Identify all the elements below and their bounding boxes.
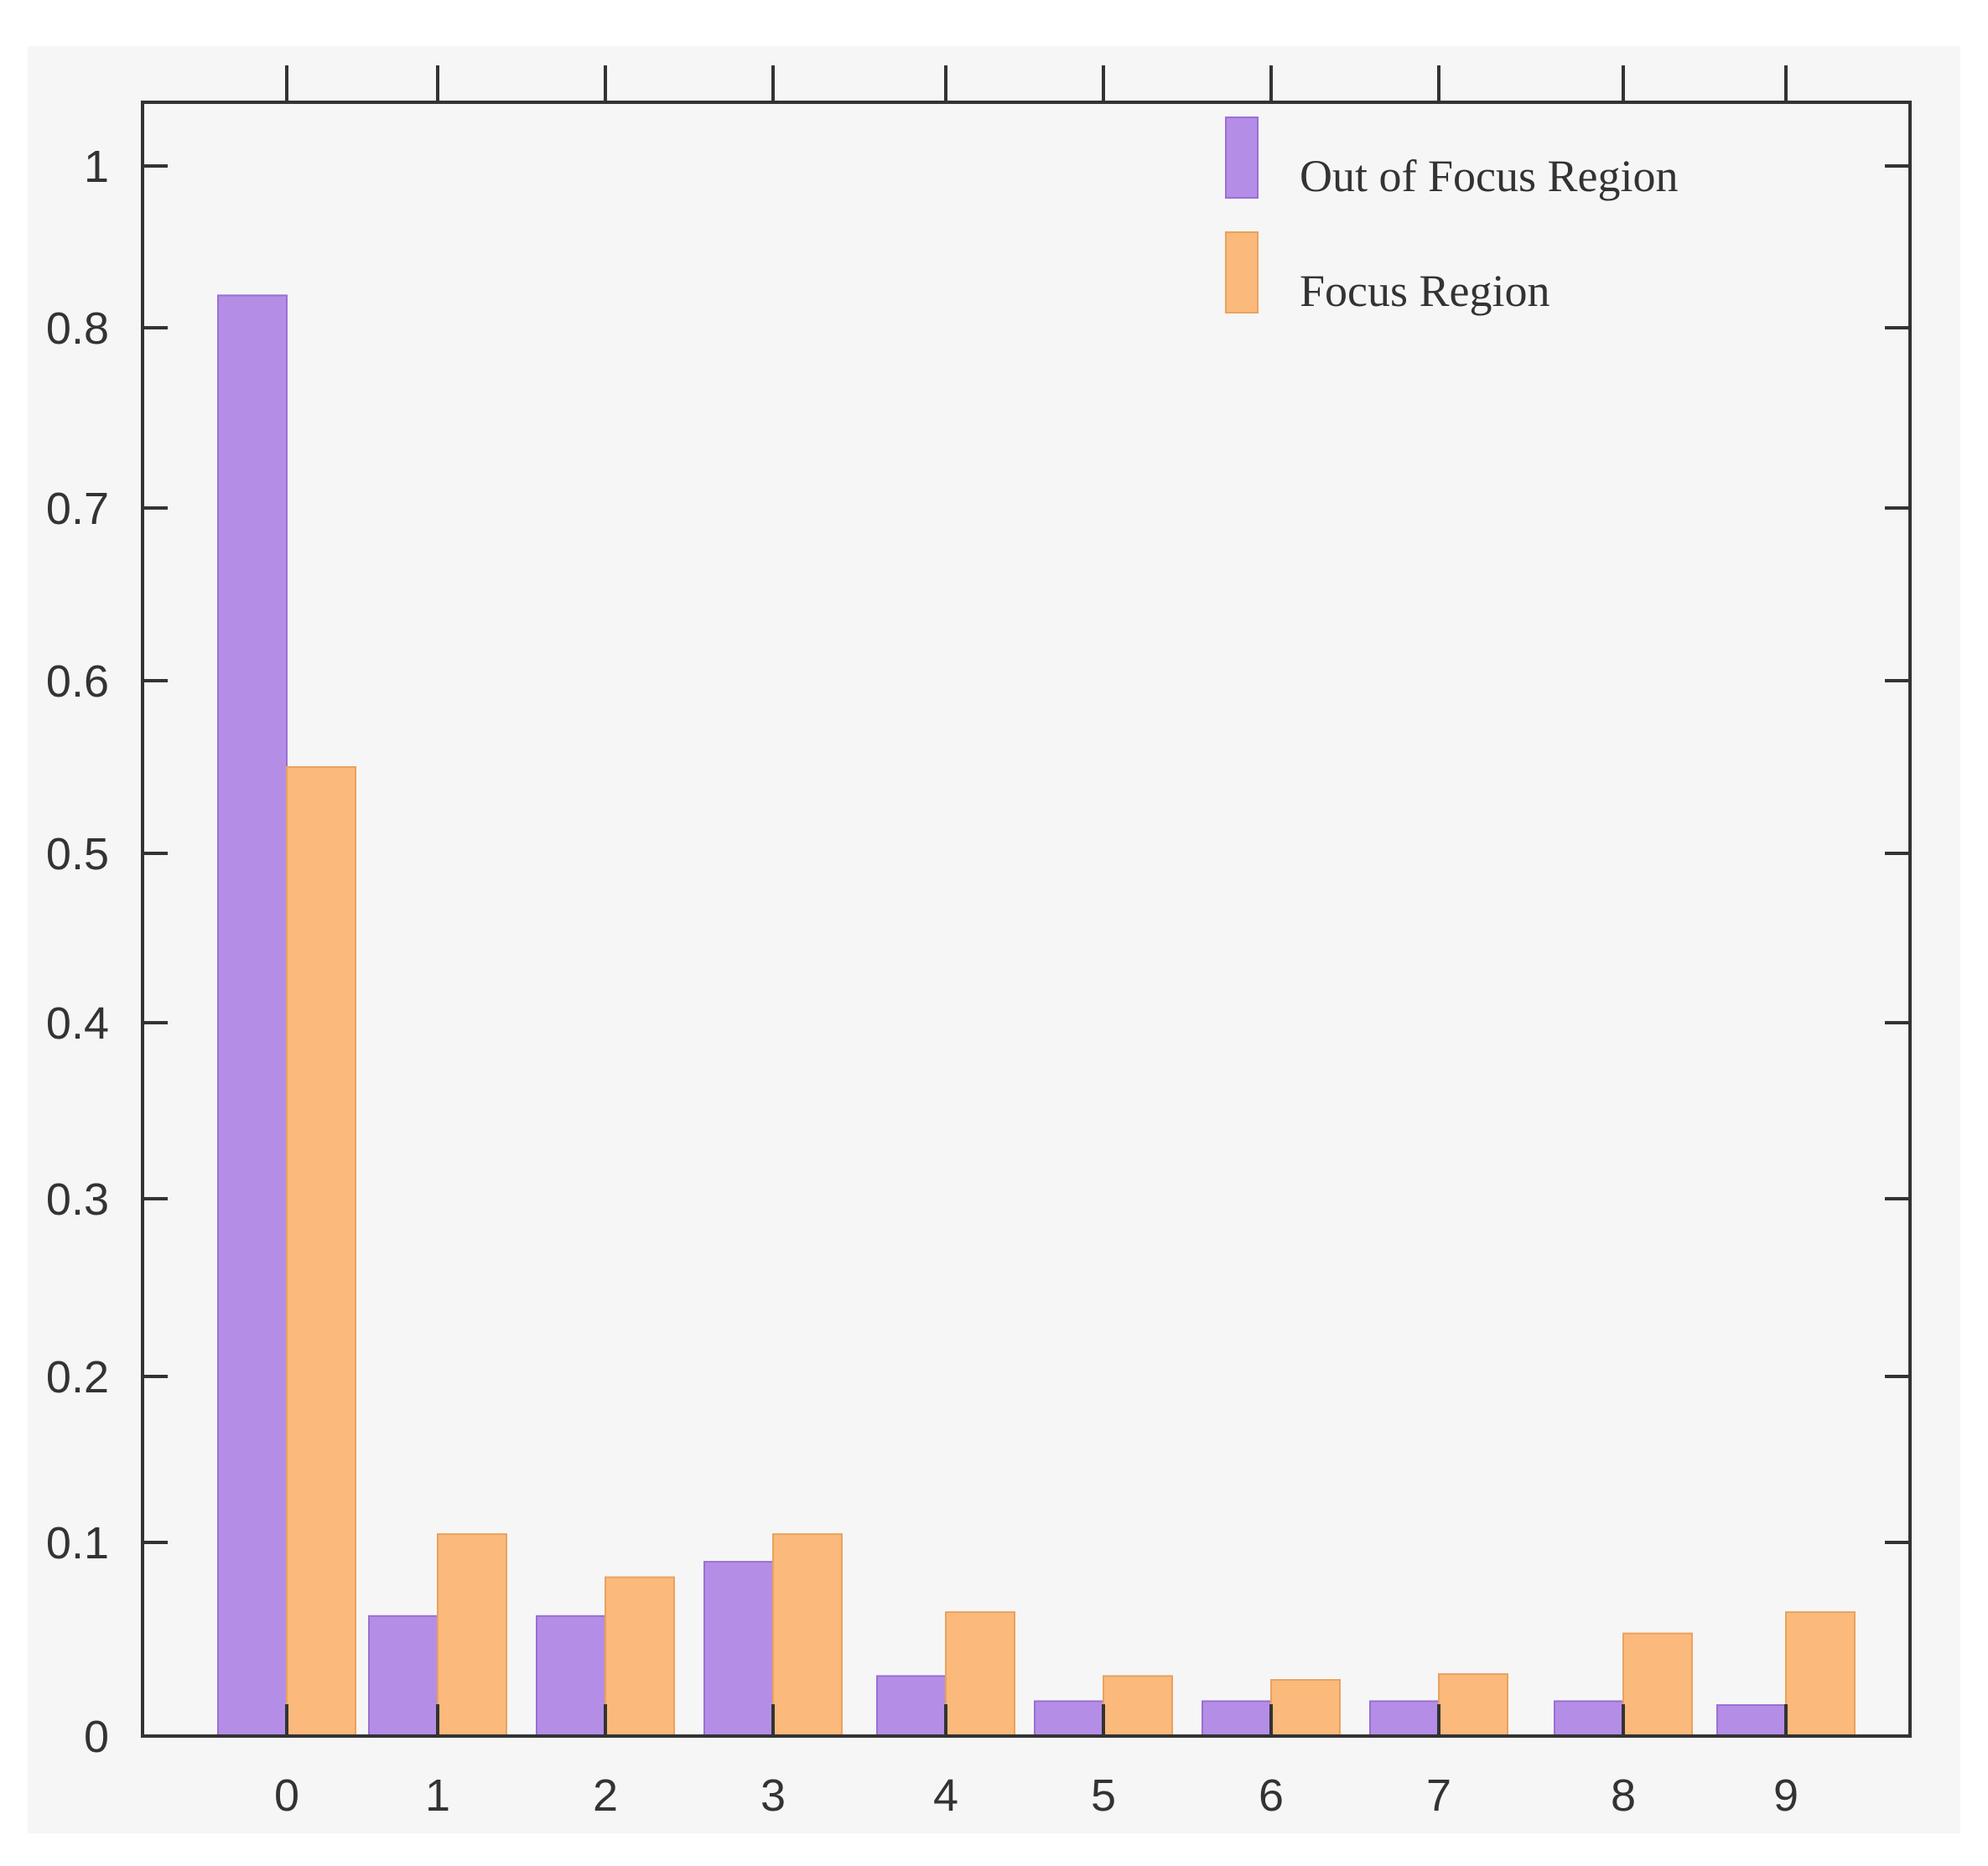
y-tick-label: 0.5 — [46, 829, 109, 879]
y-tick-label: 0.2 — [46, 1352, 109, 1402]
bar-out-of-focus-2 — [536, 1615, 606, 1738]
y-tick-label: 0.1 — [46, 1518, 109, 1568]
bar-focus-6 — [1270, 1679, 1341, 1738]
legend-swatch — [1225, 231, 1259, 314]
legend-label: Out of Focus Region — [1300, 151, 1679, 201]
bar-out-of-focus-6 — [1202, 1700, 1272, 1738]
plot-frame — [141, 101, 1912, 1738]
x-tick-label: 5 — [1091, 1770, 1116, 1821]
bar-focus-0 — [286, 766, 356, 1737]
x-tick-label: 8 — [1611, 1770, 1636, 1821]
bar-focus-4 — [945, 1611, 1015, 1738]
bar-focus-7 — [1438, 1673, 1508, 1737]
bar-out-of-focus-9 — [1716, 1704, 1787, 1738]
bar-out-of-focus-0 — [217, 294, 288, 1737]
bar-focus-3 — [772, 1533, 843, 1737]
x-tick-label: 6 — [1259, 1770, 1284, 1821]
legend-label: Focus Region — [1300, 266, 1550, 316]
bar-focus-5 — [1103, 1675, 1173, 1738]
bar-out-of-focus-8 — [1554, 1700, 1624, 1738]
bar-focus-2 — [605, 1576, 675, 1737]
axes-layer — [141, 101, 1912, 1738]
bar-focus-1 — [437, 1533, 507, 1737]
bar-focus-8 — [1622, 1632, 1693, 1737]
bar-out-of-focus-4 — [876, 1675, 947, 1738]
bars-layer — [217, 294, 1856, 1738]
y-tick-label: 0.6 — [46, 656, 109, 707]
ticks-layer: 0 0.1 0.2 0.3 0.4 0.5 0.6 0.7 0.8 1 0 1 2 3 4 5 6 7 8 9 — [46, 65, 1910, 1821]
y-tick-label: 0.8 — [46, 303, 109, 354]
x-tick-label: 1 — [425, 1770, 450, 1821]
y-tick-label: 0 — [84, 1712, 109, 1762]
bar-out-of-focus-1 — [368, 1615, 439, 1738]
legend: Out of Focus Region Focus Region — [1225, 117, 1679, 316]
bar-out-of-focus-7 — [1369, 1700, 1440, 1738]
bar-focus-9 — [1785, 1611, 1856, 1738]
y-tick-label: 0.4 — [46, 998, 109, 1049]
x-tick-label: 4 — [933, 1770, 958, 1821]
x-tick-label: 3 — [760, 1770, 786, 1821]
x-tick-label: 0 — [274, 1770, 299, 1821]
y-tick-label: 0.7 — [46, 484, 109, 534]
bar-out-of-focus-5 — [1034, 1700, 1104, 1738]
x-tick-label: 9 — [1773, 1770, 1799, 1821]
x-tick-label: 7 — [1426, 1770, 1451, 1821]
bar-out-of-focus-3 — [703, 1561, 774, 1737]
x-tick-label: 2 — [593, 1770, 618, 1821]
legend-swatch — [1225, 117, 1259, 199]
y-tick-label: 0.3 — [46, 1174, 109, 1225]
y-tick-label: 1 — [84, 142, 109, 192]
